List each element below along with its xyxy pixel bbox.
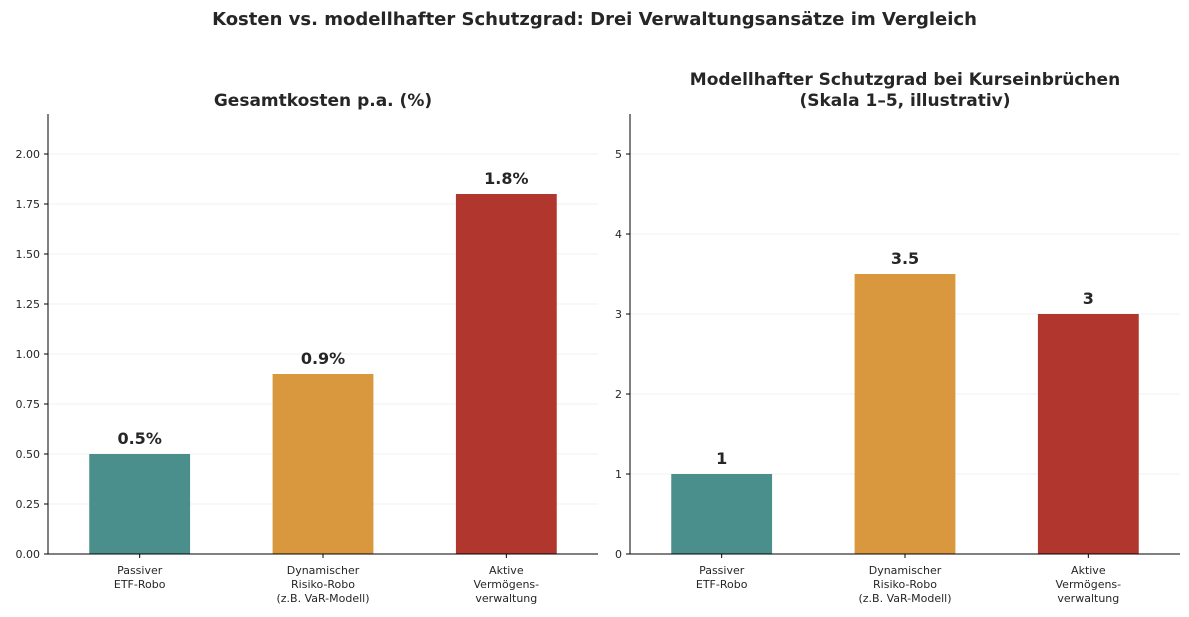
cost-y-tick-label: 0.00: [16, 548, 41, 561]
cost-x-tick-label: Passiver ETF-Robo: [114, 564, 166, 591]
cost-data-label: 0.9%: [301, 349, 345, 368]
protection-y-tick-label: 2: [615, 388, 622, 401]
protection-x-tick-label-line: ETF-Robo: [696, 578, 748, 591]
cost-x-tick-label: Dynamischer Risiko-Robo (z.B. VaR-Modell): [276, 564, 369, 605]
protection-y-tick-label: 3: [615, 308, 622, 321]
protection-x-tick-label: Passiver ETF-Robo: [696, 564, 748, 591]
cost-x-tick-label-line: ETF-Robo: [114, 578, 166, 591]
cost-bar: [455, 194, 557, 554]
protection-bar: [671, 474, 773, 554]
protection-x-tick-label-line: verwaltung: [1057, 592, 1119, 605]
protection-x-tick-label-line: Dynamischer: [869, 564, 942, 577]
protection-chart-title: Modellhafter Schutzgrad bei Kurseinbrüch…: [690, 70, 1120, 111]
protection-x-tick-label-line: Aktive: [1071, 564, 1106, 577]
protection-y-tick-label: 0: [615, 548, 622, 561]
figure-suptitle: Kosten vs. modellhafter Schutzgrad: Drei…: [212, 9, 977, 30]
protection-data-label: 3: [1083, 289, 1094, 308]
cost-bar: [272, 374, 374, 554]
cost-y-tick-label: 0.25: [16, 498, 41, 511]
protection-x-tick-label-line: Risiko-Robo: [873, 578, 937, 591]
cost-chart-title: Gesamtkosten p.a. (%): [214, 91, 432, 111]
protection-y-tick-label: 4: [615, 228, 622, 241]
protection-x-tick-label-line: Passiver: [699, 564, 745, 577]
protection-chart-title-line: (Skala 1–5, illustrativ): [799, 91, 1010, 111]
protection-x-tick-label-line: Vermögens-: [1056, 578, 1122, 591]
protection-x-tick-label: Dynamischer Risiko-Robo (z.B. VaR-Modell): [858, 564, 951, 605]
cost-y-tick-label: 1.50: [16, 248, 41, 261]
cost-x-tick-label-line: Risiko-Robo: [291, 578, 355, 591]
protection-chart-panel: 1 3.5 3 0 1 2 3 4 5 Passiver ETF-Robo Dynamischer Ri…: [615, 70, 1180, 605]
cost-x-tick-label: Aktive Vermögens-verwaltung: [474, 564, 540, 605]
cost-x-tick-label-line: Dynamischer: [287, 564, 360, 577]
protection-chart-title-line: Modellhafter Schutzgrad bei Kurseinbrüch…: [690, 70, 1120, 90]
cost-y-tick-label: 2.00: [16, 148, 41, 161]
cost-y-tick-label: 1.75: [16, 198, 41, 211]
protection-data-label: 3.5: [891, 249, 919, 268]
cost-y-tick-label: 1.00: [16, 348, 41, 361]
protection-data-label: 1: [716, 449, 727, 468]
cost-x-tick-label-line: Aktive: [489, 564, 524, 577]
protection-bar: [1037, 314, 1139, 554]
cost-data-label: 1.8%: [484, 169, 528, 188]
cost-x-tick-label-line: Passiver: [117, 564, 163, 577]
cost-y-tick-label: 1.25: [16, 298, 41, 311]
cost-x-tick-label-line: Vermögens-: [474, 578, 540, 591]
cost-bar: [89, 454, 191, 554]
cost-x-tick-label-line: (z.B. VaR-Modell): [276, 592, 369, 605]
cost-y-tick-label: 0.75: [16, 398, 41, 411]
cost-x-tick-label-line: verwaltung: [475, 592, 537, 605]
cost-y-tick-label: 0.50: [16, 448, 41, 461]
cost-chart-panel: 0.5% 0.9% 1.8% 0.00 0.25 0.50 0.75 1.00 1.25 1.50…: [16, 91, 598, 605]
cost-data-label: 0.5%: [117, 429, 161, 448]
protection-y-tick-label: 1: [615, 468, 622, 481]
protection-x-tick-label: Aktive Vermögens-verwaltung: [1056, 564, 1122, 605]
protection-x-tick-label-line: (z.B. VaR-Modell): [858, 592, 951, 605]
protection-y-tick-label: 5: [615, 148, 622, 161]
cost-chart-title-line: Gesamtkosten p.a. (%): [214, 91, 432, 111]
protection-bar: [854, 274, 956, 554]
